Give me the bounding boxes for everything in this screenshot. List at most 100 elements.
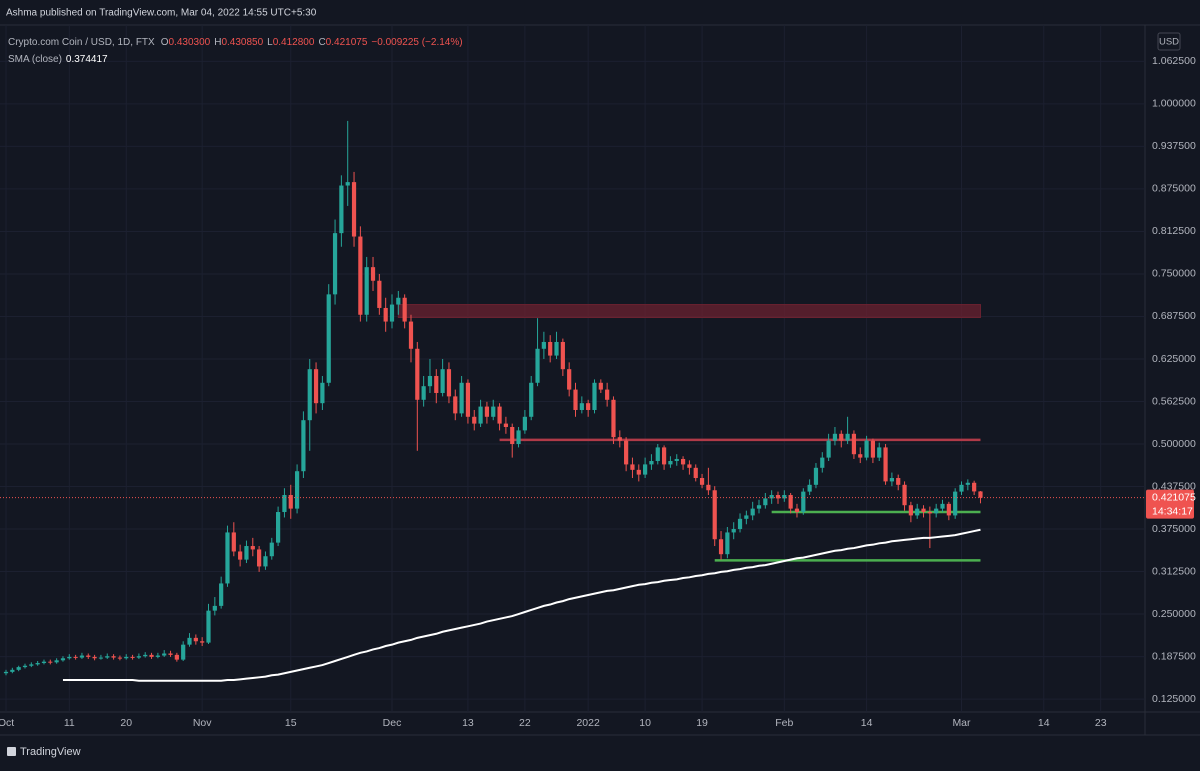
x-tick-label: 20 (120, 717, 132, 729)
x-tick-label: 2022 (576, 717, 600, 729)
candle-body (326, 294, 331, 383)
candle-body (497, 406, 502, 424)
candle-body (206, 610, 211, 643)
candle-body (187, 637, 192, 645)
candle-body (680, 458, 686, 465)
candle-body (927, 512, 932, 514)
candle-body (503, 423, 509, 427)
candle-body (3, 671, 9, 674)
candle-body (415, 348, 420, 400)
candle-body (181, 644, 186, 660)
candle-body (592, 382, 597, 410)
candle-body (345, 182, 350, 186)
symbol: Crypto.com Coin / USD, 1D, FTX (8, 37, 155, 48)
y-tick-label: 0.687500 (1152, 310, 1196, 322)
currency[interactable]: USD (1159, 37, 1179, 48)
candle-body (516, 430, 521, 445)
candle-body (731, 529, 736, 533)
y-tick-label: 0.437500 (1152, 480, 1196, 492)
candle-body (396, 297, 401, 305)
candle-body (130, 656, 135, 658)
candle-body (953, 491, 958, 516)
candle-body (940, 503, 945, 509)
x-tick-label: 23 (1095, 717, 1107, 729)
candle-body (883, 447, 888, 482)
candle-body (465, 382, 471, 417)
x-tick-label: 14 (861, 717, 873, 729)
y-tick-label: 0.937500 (1152, 140, 1196, 152)
y-tick-label: 0.500000 (1152, 438, 1196, 450)
candle-body (364, 267, 369, 315)
candle-body (649, 461, 654, 465)
candle-body (307, 369, 312, 421)
candle-body (801, 491, 806, 513)
candle-body (250, 546, 255, 550)
candle-body (370, 267, 376, 281)
candle-body (921, 508, 926, 513)
ohlc-letter: H (214, 37, 221, 48)
candle-body (263, 556, 268, 567)
candle-body (972, 482, 977, 492)
candle-body (744, 515, 749, 519)
candle-body (301, 420, 306, 472)
candle-body (225, 532, 230, 584)
candle-body (775, 495, 781, 499)
countdown: 14:34:17 (1152, 505, 1193, 517)
candle-body (427, 375, 433, 387)
candle-body (351, 182, 357, 237)
candle-body (978, 491, 983, 498)
price-label-box (1146, 489, 1194, 519)
currency-box[interactable] (1157, 32, 1181, 51)
candle-body (915, 508, 920, 516)
change: −0.009225 (−2.14%) (371, 37, 462, 48)
candle-body (377, 280, 382, 308)
candle-body (725, 532, 730, 555)
x-tick-label: Mar (952, 717, 971, 729)
candle-body (162, 653, 167, 656)
candle-body (219, 583, 224, 606)
candle-body (282, 495, 287, 513)
price-label: 0.421075 (1152, 491, 1196, 503)
y-tick-label: 0.312500 (1152, 565, 1196, 577)
candle-body (617, 437, 622, 441)
candle-body (813, 467, 819, 485)
candle-body (655, 447, 660, 462)
ohlc-letter: L (267, 37, 273, 48)
y-tick-label: 1.000000 (1152, 98, 1196, 110)
candle-body (10, 669, 15, 672)
sma-line (62, 528, 981, 682)
candle-body (668, 461, 673, 465)
candle-body (29, 664, 34, 666)
candle-body (60, 658, 66, 661)
candle-body (86, 655, 91, 657)
candle-body (548, 341, 553, 356)
candle-body (699, 478, 705, 485)
candle-body (484, 406, 490, 417)
y-tick-label: 0.750000 (1152, 268, 1196, 280)
candle-body (383, 307, 388, 322)
x-tick-label: 19 (696, 717, 708, 729)
candle-body (706, 484, 711, 491)
sma-name: SMA (close) (8, 54, 62, 65)
candle-body (889, 478, 894, 482)
x-tick-label: Nov (193, 717, 212, 729)
candle-body (231, 532, 236, 552)
candle-body (605, 389, 610, 400)
plot (0, 120, 1145, 682)
y-tick-label: 0.187500 (1152, 650, 1196, 662)
ohlc-value: 0.430300 (168, 37, 210, 48)
candle-body (491, 406, 496, 417)
candle-body (358, 236, 363, 315)
candle-body (934, 508, 939, 514)
candle-body (320, 382, 325, 404)
candle-body (73, 656, 78, 658)
candle-body (98, 657, 104, 659)
x-tick-label: Feb (775, 717, 793, 729)
candle-body (870, 440, 876, 458)
candle-body (611, 399, 616, 438)
y-tick-label: 0.562500 (1152, 395, 1196, 407)
candle-body (896, 478, 901, 485)
y-tick-label: 0.875000 (1152, 183, 1196, 195)
candle-body (472, 416, 477, 424)
candle-body (339, 185, 344, 234)
